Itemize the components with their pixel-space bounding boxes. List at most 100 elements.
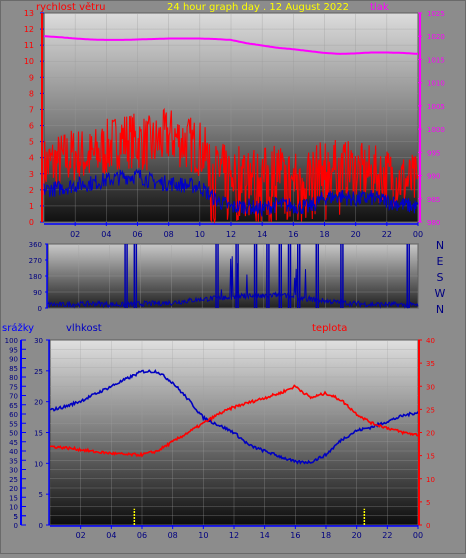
- compass-label: E: [437, 255, 444, 268]
- humidity-tick-label: 10: [34, 460, 43, 468]
- precip-tick-label: 90: [9, 356, 18, 364]
- humidity-tick-label: 30: [34, 337, 43, 345]
- precip-tick-label: 35: [9, 457, 18, 465]
- y-left-tick-label: 1: [29, 202, 34, 211]
- x-tick-label: 00: [413, 531, 423, 540]
- y-tick-label: 270: [29, 257, 42, 265]
- y-right-tick-label: 1015: [427, 56, 445, 64]
- humidity-temperature-axes: 0510203040506070809010051525354555657585…: [5, 337, 435, 540]
- precip-tick-label: 20: [9, 485, 18, 493]
- y-left-tick-label: 11: [24, 41, 34, 50]
- precip-tick-label: 45: [9, 439, 18, 447]
- temp-tick-label: 5: [426, 499, 430, 507]
- x-tick-label: 22: [382, 531, 392, 540]
- wind-direction-line: [47, 256, 419, 310]
- wind-direction-marks: [47, 244, 419, 310]
- y-right-tick-label: 1005: [427, 103, 445, 111]
- x-tick-label: 02: [76, 531, 86, 540]
- humidity-tick-label: 15: [34, 430, 43, 438]
- x-tick-label: 18: [321, 531, 331, 540]
- wind-pressure-axes: 0123456789101112139809859909951000100510…: [24, 9, 445, 239]
- y-tick-label: 90: [33, 289, 42, 297]
- pressure-line: [43, 35, 419, 55]
- wind-avg-line: [43, 168, 419, 217]
- precip-tick-label: 65: [9, 402, 18, 410]
- precip-tick-label: 30: [9, 467, 18, 475]
- temperature-line: [49, 384, 419, 458]
- y-right-tick-label: 980: [427, 219, 440, 227]
- temp-tick-label: 15: [426, 453, 435, 461]
- temp-tick-label: 20: [426, 430, 435, 438]
- x-tick-label: 12: [226, 230, 236, 239]
- humidity-axis-label: vlhkost: [66, 323, 102, 334]
- humidity-tick-label: 20: [34, 399, 43, 407]
- pressure-axis-label: tlak: [370, 2, 389, 13]
- precip-axis-label: srážky: [2, 322, 34, 334]
- x-tick-label: 02: [70, 230, 80, 239]
- humidity-temperature-marks: [49, 368, 419, 525]
- y-right-tick-label: 1000: [427, 126, 445, 134]
- humidity-tick-label: 0: [39, 522, 43, 530]
- x-tick-label: 04: [106, 531, 116, 540]
- x-tick-label: 00: [413, 230, 423, 239]
- y-left-tick-label: 0: [29, 218, 34, 227]
- x-tick-label: 14: [257, 230, 267, 239]
- y-left-tick-label: 8: [29, 89, 34, 98]
- humidity-tick-label: 25: [34, 368, 43, 376]
- precip-tick-label: 10: [9, 504, 18, 512]
- compass-label: W: [435, 287, 446, 300]
- y-right-tick-label: 1025: [427, 10, 445, 18]
- humidity-line: [49, 368, 419, 465]
- precip-tick-label: 40: [9, 448, 18, 456]
- temp-tick-label: 35: [426, 360, 435, 368]
- y-left-tick-label: 6: [29, 122, 34, 131]
- precip-tick-label: 15: [9, 494, 18, 502]
- temp-tick-label: 0: [426, 522, 430, 530]
- x-tick-label: 04: [101, 230, 111, 239]
- compass-label: N: [436, 303, 444, 316]
- humidity-temperature-panel: 0510203040506070809010051525354555657585…: [2, 322, 435, 540]
- precip-tick-label: 25: [9, 476, 18, 484]
- y-right-tick-label: 985: [427, 196, 440, 204]
- y-left-tick-label: 5: [29, 138, 34, 147]
- x-tick-label: 16: [288, 230, 298, 239]
- chart-title: 24 hour graph day . 12 August 2022: [167, 2, 349, 13]
- wind-pressure-panel: 0123456789101112139809859909951000100510…: [24, 1, 445, 239]
- x-tick-label: 08: [164, 230, 174, 239]
- precip-tick-label: 85: [9, 365, 18, 373]
- x-tick-label: 10: [195, 230, 205, 239]
- x-tick-label: 14: [260, 531, 270, 540]
- precip-tick-label: 60: [9, 411, 18, 419]
- y-tick-label: 360: [29, 241, 42, 249]
- x-tick-label: 06: [132, 230, 142, 239]
- compass-label: N: [436, 239, 444, 252]
- y-left-tick-label: 10: [24, 57, 34, 66]
- y-left-tick-label: 2: [29, 186, 34, 195]
- precip-tick-label: 55: [9, 420, 18, 428]
- wind-speed-axis-label: rychlost větru: [36, 1, 106, 13]
- x-tick-label: 06: [137, 531, 147, 540]
- y-left-tick-label: 4: [29, 154, 34, 163]
- y-right-tick-label: 995: [427, 149, 440, 157]
- precip-tick-label: 50: [9, 430, 18, 438]
- y-tick-label: 180: [29, 273, 42, 281]
- wind-pressure-marks: [43, 35, 419, 225]
- y-right-tick-label: 990: [427, 173, 440, 181]
- temperature-axis-label: teplota: [312, 323, 347, 334]
- precip-tick-label: 5: [14, 513, 18, 521]
- y-left-tick-label: 13: [24, 9, 34, 18]
- x-tick-label: 08: [168, 531, 178, 540]
- temp-tick-label: 30: [426, 383, 435, 391]
- precip-tick-label: 95: [9, 346, 18, 354]
- x-tick-label: 20: [351, 230, 361, 239]
- y-right-tick-label: 1020: [427, 33, 445, 41]
- precip-tick-label: 5: [14, 513, 18, 521]
- humidity-tick-label: 5: [39, 491, 43, 499]
- x-tick-label: 16: [290, 531, 300, 540]
- precip-tick-label: 80: [9, 374, 18, 382]
- y-tick-label: 0: [38, 305, 42, 313]
